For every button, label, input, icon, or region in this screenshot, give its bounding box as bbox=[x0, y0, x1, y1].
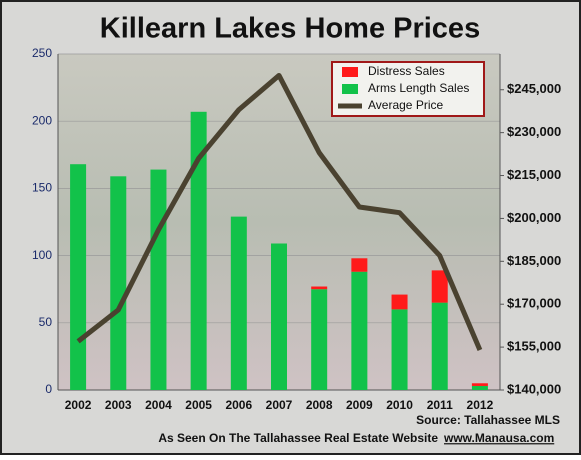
bar bbox=[431, 270, 448, 303]
legend-label: Distress Sales bbox=[368, 64, 445, 78]
x-tick-label: 2002 bbox=[65, 398, 92, 412]
y2-tick-label: $230,000 bbox=[507, 124, 561, 139]
x-tick-label: 2009 bbox=[346, 398, 373, 412]
y2-tick-label: $215,000 bbox=[507, 167, 561, 182]
x-tick-label: 2008 bbox=[306, 398, 333, 412]
y2-tick-label: $200,000 bbox=[507, 210, 561, 225]
bar bbox=[70, 164, 87, 390]
x-tick-label: 2010 bbox=[386, 398, 413, 412]
bar bbox=[471, 385, 488, 390]
y-tick-label: 50 bbox=[39, 315, 53, 329]
x-tick-label: 2011 bbox=[427, 398, 453, 412]
y-tick-label: 100 bbox=[32, 248, 52, 262]
bar bbox=[311, 289, 328, 390]
legend-swatch bbox=[342, 84, 358, 94]
y2-tick-label: $155,000 bbox=[507, 339, 561, 354]
bar bbox=[230, 216, 247, 390]
bar bbox=[431, 302, 448, 390]
x-tick-label: 2012 bbox=[467, 398, 494, 412]
bar bbox=[311, 286, 328, 290]
x-tick-label: 2005 bbox=[185, 398, 212, 412]
legend-swatch bbox=[342, 67, 358, 77]
price-line bbox=[76, 72, 483, 351]
y-tick-label: 250 bbox=[32, 46, 52, 60]
bar bbox=[351, 271, 368, 390]
source: Source: Tallahassee MLS bbox=[416, 413, 560, 427]
bar bbox=[391, 309, 408, 390]
legend-label: Average Price bbox=[368, 98, 443, 112]
legend-label: Arms Length Sales bbox=[368, 81, 469, 95]
y2-tick-label: $140,000 bbox=[507, 381, 561, 396]
bar bbox=[150, 169, 167, 390]
bar bbox=[110, 176, 127, 390]
bar bbox=[391, 294, 408, 310]
y2-tick-label: $170,000 bbox=[507, 296, 561, 311]
x-tick-label: 2004 bbox=[145, 398, 172, 412]
y-tick-label: 150 bbox=[32, 181, 52, 195]
y-tick-label: 200 bbox=[32, 113, 52, 127]
y2-tick-label: $185,000 bbox=[507, 253, 561, 268]
bar bbox=[190, 111, 207, 391]
x-tick-label: 2003 bbox=[105, 398, 132, 412]
x-tick-label: 2006 bbox=[225, 398, 252, 412]
bar bbox=[351, 258, 368, 272]
footer: As Seen On The Tallahassee Real Estate W… bbox=[158, 431, 438, 445]
y-tick-label: 0 bbox=[45, 382, 52, 396]
chart-title: Killearn Lakes Home Prices bbox=[100, 13, 480, 45]
footer-link[interactable]: www.Manausa.com bbox=[443, 431, 554, 445]
x-tick-label: 2007 bbox=[266, 398, 293, 412]
bar bbox=[471, 383, 488, 386]
y2-tick-label: $245,000 bbox=[507, 81, 561, 96]
bar bbox=[271, 243, 287, 390]
